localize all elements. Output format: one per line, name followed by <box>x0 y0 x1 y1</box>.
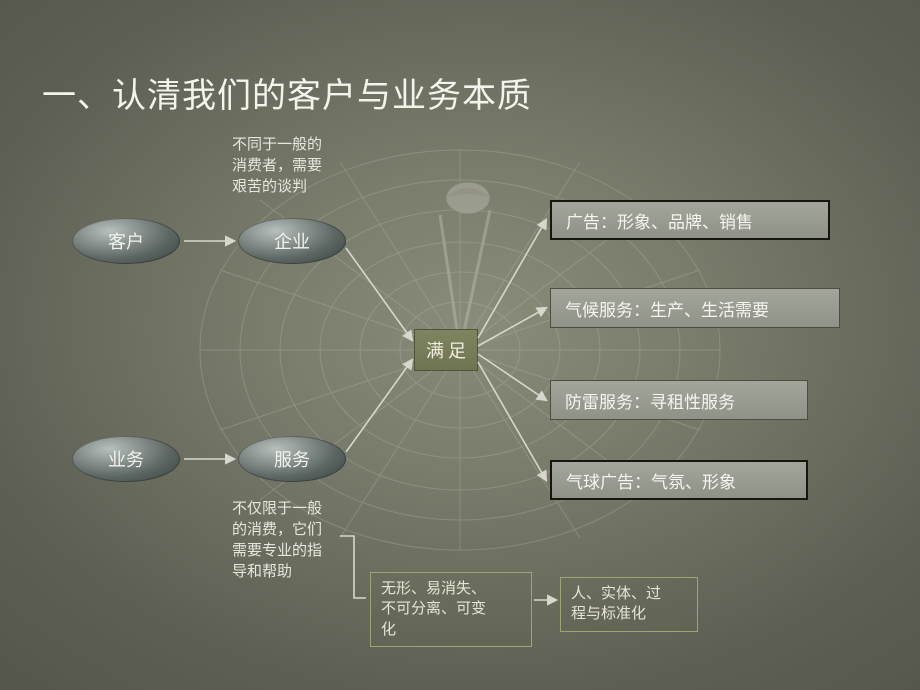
node-label: 客户 <box>108 228 144 254</box>
output-box-1: 气候服务：生产、生活需要 <box>550 288 840 328</box>
annotation-top: 不同于一般的 消费者，需要 艰苦的谈判 <box>232 134 322 197</box>
node-enterprise: 企业 <box>238 218 346 264</box>
output-label: 气候服务：生产、生活需要 <box>565 296 769 321</box>
output-label: 气球广告：气氛、形象 <box>566 468 736 493</box>
node-center: 满足 <box>414 329 478 371</box>
node-label: 业务 <box>108 446 144 472</box>
output-label: 防雷服务：寻租性服务 <box>565 388 735 413</box>
node-label: 服务 <box>274 446 310 472</box>
output-box-3: 气球广告：气氛、形象 <box>550 460 808 500</box>
annotation-bottom: 不仅限于一般 的消费，它们 需要专业的指 导和帮助 <box>232 498 322 582</box>
output-box-0: 广告：形象、品牌、销售 <box>550 200 830 240</box>
node-label: 满足 <box>426 337 470 363</box>
node-business: 业务 <box>72 436 180 482</box>
node-service: 服务 <box>238 436 346 482</box>
output-box-2: 防雷服务：寻租性服务 <box>550 380 808 420</box>
node-label: 企业 <box>274 228 310 254</box>
small-box-right: 人、实体、过 程与标准化 <box>560 577 698 632</box>
node-customer: 客户 <box>72 218 180 264</box>
slide-root: 一、认清我们的客户与业务本质 不同于一般的 消费者，需要 艰苦的谈判 不仅限于一… <box>0 0 920 690</box>
slide-title: 一、认清我们的客户与业务本质 <box>42 68 532 117</box>
output-label: 广告：形象、品牌、销售 <box>566 208 753 233</box>
small-box-left: 无形、易消失、 不可分离、可变 化 <box>370 572 532 647</box>
